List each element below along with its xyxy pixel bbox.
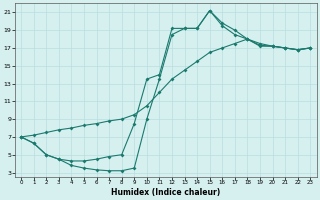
X-axis label: Humidex (Indice chaleur): Humidex (Indice chaleur) [111,188,220,197]
